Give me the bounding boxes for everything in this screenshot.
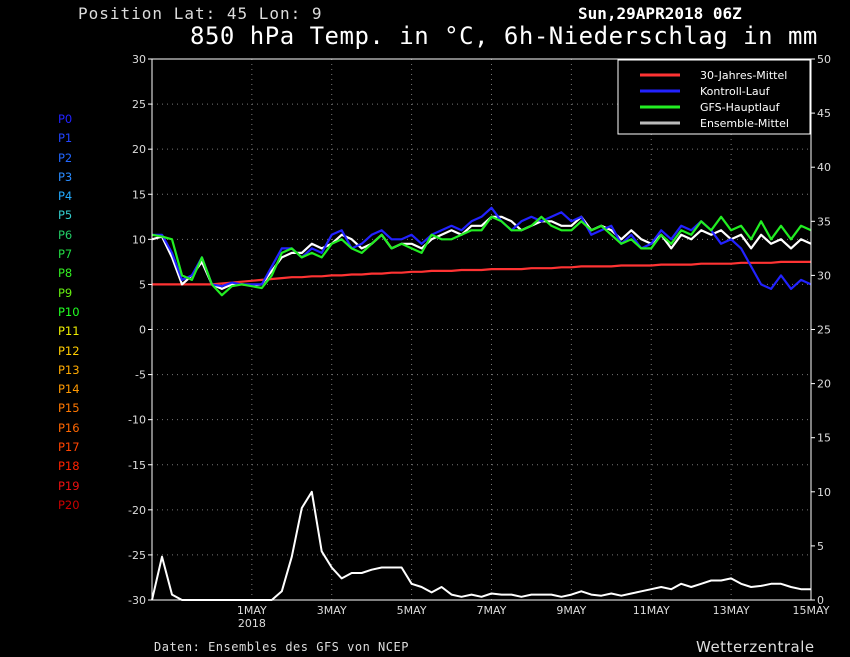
member-label-p13: P13 xyxy=(58,362,80,377)
legend-label: Kontroll-Lauf xyxy=(700,85,771,98)
y-left-tick-label: 20 xyxy=(132,143,146,156)
y-left-tick-label: 5 xyxy=(139,278,146,291)
legend: 30-Jahres-Mittel Kontroll-Lauf GFS-Hauptla… xyxy=(617,59,811,135)
y-right-tick-label: 5 xyxy=(817,540,824,553)
x-tick-label: 3MAY xyxy=(317,604,347,617)
y-right-tick-label: 25 xyxy=(817,324,831,337)
grid xyxy=(152,59,811,600)
x-tick-label: 1MAY xyxy=(237,604,267,617)
member-label-p10: P10 xyxy=(58,304,80,319)
member-label-p11: P11 xyxy=(58,324,80,339)
y-right-tick-label: 0 xyxy=(817,594,824,607)
y-right-tick-label: 30 xyxy=(817,269,831,282)
run-date: Sun,29APR2018 06Z xyxy=(578,4,742,23)
member-label-p19: P19 xyxy=(58,478,80,493)
member-label-p12: P12 xyxy=(58,343,80,358)
member-label-p4: P4 xyxy=(58,189,73,204)
member-label-p14: P14 xyxy=(58,382,80,397)
legend-label: GFS-Hauptlauf xyxy=(700,101,781,114)
member-label-p2: P2 xyxy=(58,150,73,165)
y-right-tick-label: 20 xyxy=(817,378,831,391)
y-left-tick-label: -30 xyxy=(128,594,146,607)
chart-title: 850 hPa Temp. in °C, 6h-Niederschlag in … xyxy=(190,22,818,50)
y-right-tick-label: 40 xyxy=(817,161,831,174)
30-jahres-mittel-line xyxy=(152,260,811,286)
member-label-p15: P15 xyxy=(58,401,80,416)
y-left-tick-label: 0 xyxy=(139,324,146,337)
y-right-tick-label: 15 xyxy=(817,432,831,445)
x-tick-label: 15MAY xyxy=(793,604,830,617)
x-tick-label: 9MAY xyxy=(556,604,586,617)
member-label-p6: P6 xyxy=(58,227,73,242)
x-tick-label: 11MAY xyxy=(633,604,670,617)
y-right-tick-label: 45 xyxy=(817,107,831,120)
x-tick-label: 7MAY xyxy=(477,604,507,617)
position-label: Position Lat: 45 Lon: 9 xyxy=(78,4,323,23)
y-axis-left: 30 25 20 15 10 5 0 -5 -10 -15 -20 -25 -30 xyxy=(128,53,152,607)
y-left-tick-label: -20 xyxy=(128,504,146,517)
legend-label: 30-Jahres-Mittel xyxy=(700,69,787,82)
member-list: P0 P1 P2 P3 P4 P5 P6 P7 P8 P9 P10 P11 P1… xyxy=(58,110,80,515)
member-label-p3: P3 xyxy=(58,169,73,184)
y-right-tick-label: 35 xyxy=(817,215,831,228)
y-left-tick-label: 10 xyxy=(132,233,146,246)
series-lines xyxy=(151,206,812,601)
x-tick-label: 5MAY xyxy=(397,604,427,617)
y-right-tick-label: 10 xyxy=(817,486,831,499)
y-left-tick-label: 25 xyxy=(132,98,146,111)
member-label-p9: P9 xyxy=(58,285,73,300)
y-left-tick-label: 30 xyxy=(132,53,146,66)
member-label-p1: P1 xyxy=(58,131,73,146)
legend-label: Ensemble-Mittel xyxy=(700,117,789,130)
y-left-tick-label: -10 xyxy=(128,414,146,427)
member-label-p17: P17 xyxy=(58,440,80,455)
y-left-tick-label: 15 xyxy=(132,188,146,201)
y-left-tick-label: -5 xyxy=(135,369,146,382)
x-tick-label: 13MAY xyxy=(713,604,750,617)
ensemble-mittel-niederschlag-line xyxy=(151,490,811,601)
gfs-hauptlauf-line xyxy=(151,215,812,297)
brand-label: Wetterzentrale xyxy=(696,638,815,656)
x-tick-sublabel: 2018 xyxy=(238,617,266,630)
member-label-p7: P7 xyxy=(58,247,73,262)
kontroll-lauf-line xyxy=(152,206,812,290)
member-label-p0: P0 xyxy=(58,112,73,126)
member-label-p5: P5 xyxy=(58,208,73,223)
member-label-p20: P20 xyxy=(58,497,80,512)
member-label-p8: P8 xyxy=(58,266,73,281)
plot-frame xyxy=(151,58,812,601)
data-credit: Daten: Ensembles des GFS von NCEP xyxy=(154,640,409,654)
y-left-tick-label: -15 xyxy=(128,459,146,472)
y-right-tick-label: 50 xyxy=(817,53,831,66)
member-label-p18: P18 xyxy=(58,459,80,474)
y-left-tick-label: -25 xyxy=(128,549,146,562)
member-label-p16: P16 xyxy=(58,420,80,435)
